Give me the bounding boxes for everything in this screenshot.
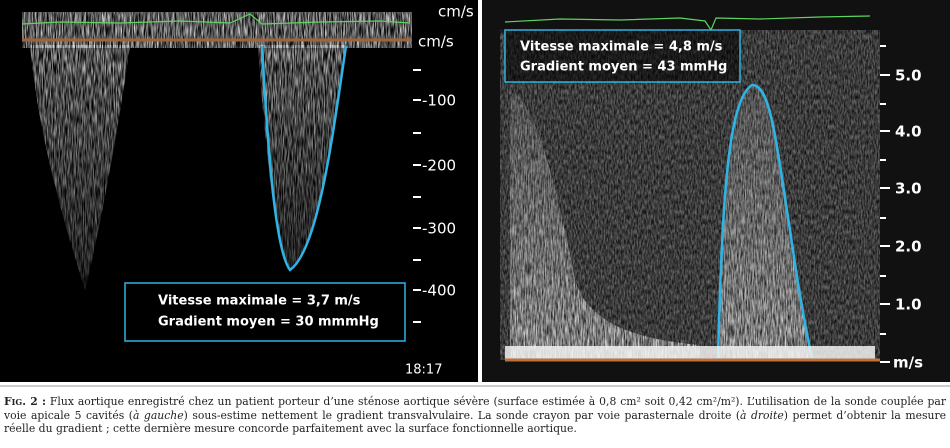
ecg-trace: [21, 13, 411, 25]
divider: [478, 0, 482, 382]
caption-italic: à gauche: [132, 408, 184, 422]
scale-label: 2.0: [895, 238, 922, 256]
figure: cm/s cm/s -100 -200 -300 -400 Vitesse ma…: [0, 0, 950, 387]
baseline-band: [505, 346, 875, 360]
unit-label: cm/s: [438, 3, 474, 21]
scale-label: -400: [422, 282, 456, 300]
figure-caption: Fig. 2 : Flux aortique enregistré chez u…: [4, 395, 946, 436]
spectral-envelope: [30, 45, 130, 290]
timestamp: 18:17: [405, 363, 442, 378]
ecg-trace: [504, 15, 871, 32]
scale-label: 3.0: [895, 180, 922, 198]
envelope-trace: [260, 45, 348, 272]
scale-label: 5.0: [895, 67, 922, 85]
spectral-envelope: [510, 92, 700, 358]
scale-label: 1.0: [895, 296, 922, 314]
unit-label: cm/s: [418, 33, 454, 51]
spectral-envelope: [258, 45, 345, 270]
left-scale-ticks: [413, 69, 421, 323]
measure-text: Vitesse maximale = 3,7 m/s: [158, 294, 361, 309]
top-noise: [22, 12, 412, 48]
caption-text: ) sous-estime nettement le gradient tran…: [183, 408, 741, 422]
left-panel: cm/s cm/s -100 -200 -300 -400 Vitesse ma…: [0, 0, 478, 382]
spectral-envelope: [718, 85, 812, 358]
measure-text: Gradient moyen = 43 mmHg: [520, 60, 727, 75]
caption-text: Flux aortique enregistré chez un patient…: [4, 395, 947, 422]
scale-label: -200: [422, 157, 456, 175]
envelope-trace: [716, 83, 814, 359]
scale-label: -100: [422, 92, 456, 110]
right-scale-ticks: [880, 45, 890, 363]
scale-label: -300: [422, 220, 456, 238]
measure-text: Gradient moyen = 30 mmmHg: [158, 315, 379, 330]
caption-italic: à droite: [740, 408, 784, 422]
caption-text: ) permet d’obtenir la mesure réelle du g…: [4, 408, 947, 436]
measure-text: Vitesse maximale = 4,8 m/s: [520, 40, 723, 55]
scale-label: 4.0: [895, 123, 922, 141]
measure-box: [124, 282, 406, 342]
caption-label: Fig. 2 :: [4, 395, 46, 408]
measure-box: [504, 29, 741, 83]
right-panel: 5.0 4.0 3.0 2.0 1.0 m/s Vitesse maximale…: [482, 0, 950, 382]
unit-label: m/s: [893, 354, 923, 372]
